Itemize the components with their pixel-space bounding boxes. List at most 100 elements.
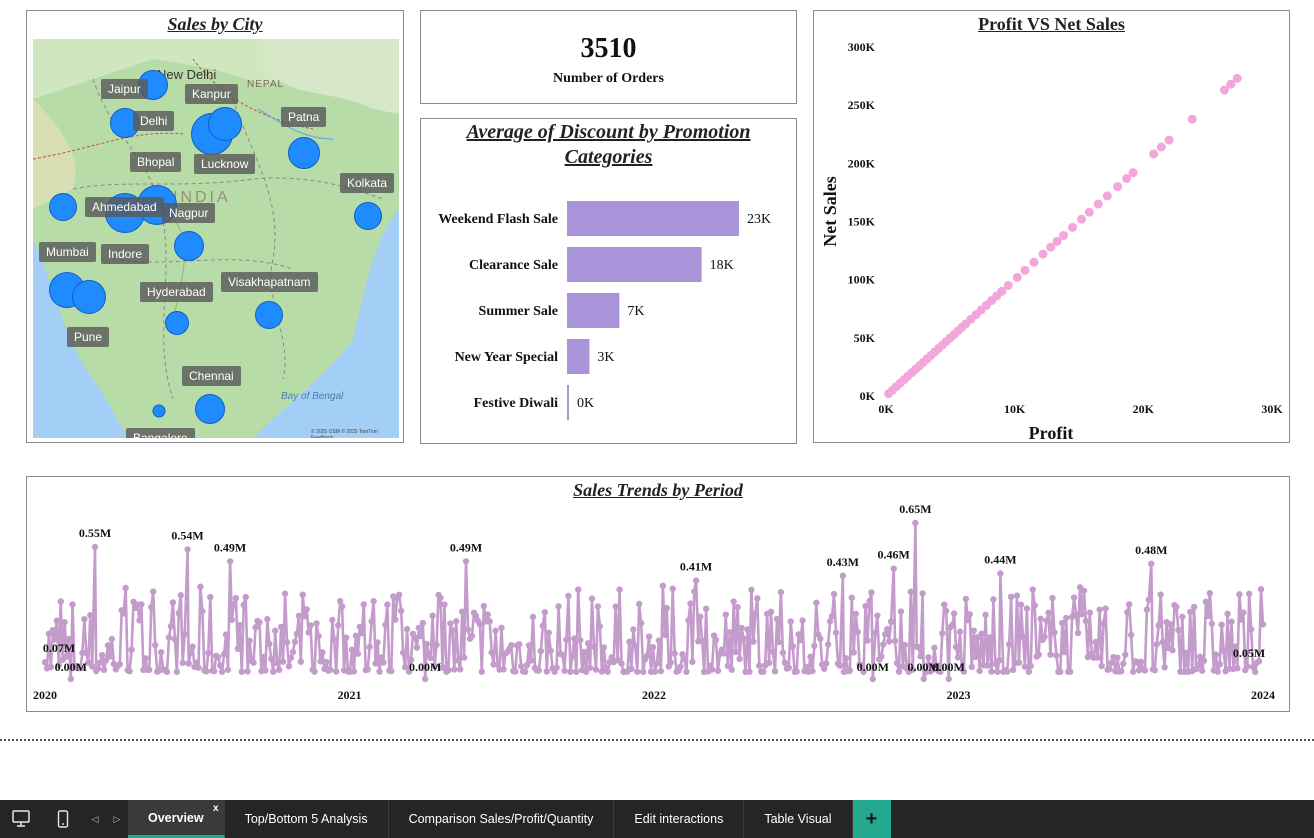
- trend-point[interactable]: [1041, 633, 1048, 640]
- trend-point[interactable]: [543, 668, 550, 675]
- trend-point[interactable]: [1108, 659, 1115, 666]
- trend-point[interactable]: [862, 602, 869, 610]
- trend-point[interactable]: [882, 630, 889, 638]
- trend-point[interactable]: [1037, 615, 1044, 622]
- trend-point[interactable]: [677, 663, 684, 670]
- trend-point[interactable]: [380, 659, 387, 666]
- trend-point[interactable]: [122, 584, 129, 592]
- bar[interactable]: [567, 201, 739, 236]
- trend-point[interactable]: [1240, 609, 1247, 616]
- trend-point[interactable]: [1259, 621, 1267, 628]
- trend-point[interactable]: [708, 666, 716, 673]
- trend-point[interactable]: [883, 626, 891, 633]
- trend-point[interactable]: [211, 667, 218, 675]
- trend-point[interactable]: [1196, 653, 1204, 660]
- scatter-point[interactable]: [1149, 149, 1159, 159]
- trend-point[interactable]: [988, 668, 995, 675]
- trend-point[interactable]: [787, 618, 794, 625]
- trend-point[interactable]: [1047, 651, 1054, 658]
- trend-point[interactable]: [529, 613, 537, 621]
- trend-point[interactable]: [299, 591, 306, 598]
- trend-point[interactable]: [500, 666, 507, 673]
- trend-point[interactable]: [1173, 603, 1180, 611]
- trend-point[interactable]: [69, 601, 76, 608]
- scatter-point[interactable]: [1164, 135, 1174, 145]
- trend-point[interactable]: [65, 635, 72, 643]
- trend-point[interactable]: [494, 661, 501, 668]
- trend-point[interactable]: [1100, 620, 1107, 627]
- trend-point[interactable]: [1244, 663, 1251, 670]
- trend-point[interactable]: [195, 664, 202, 671]
- trend-point[interactable]: [880, 641, 887, 648]
- tab-edit-interactions[interactable]: Edit interactions: [614, 800, 745, 838]
- trend-point[interactable]: [1019, 633, 1027, 640]
- trend-point[interactable]: [638, 619, 645, 627]
- trend-point[interactable]: [547, 647, 554, 655]
- trend-point[interactable]: [559, 651, 566, 659]
- trend-point[interactable]: [333, 668, 340, 675]
- trend-point[interactable]: [100, 666, 108, 674]
- trend-point[interactable]: [997, 570, 1004, 577]
- tab-scroll-right-icon[interactable]: ▷: [113, 813, 121, 824]
- trend-point[interactable]: [49, 626, 57, 634]
- trend-point[interactable]: [1249, 663, 1257, 671]
- trend-point[interactable]: [307, 622, 314, 629]
- trend-point[interactable]: [771, 668, 779, 675]
- trend-point[interactable]: [669, 585, 676, 592]
- trend-point[interactable]: [338, 603, 346, 610]
- trend-point[interactable]: [179, 659, 186, 666]
- trend-point[interactable]: [691, 588, 698, 595]
- trend-point[interactable]: [628, 665, 635, 673]
- trend-point[interactable]: [1053, 652, 1060, 659]
- bar[interactable]: [567, 339, 590, 374]
- trend-point[interactable]: [1186, 608, 1194, 616]
- trend-point[interactable]: [148, 603, 155, 611]
- trend-point[interactable]: [415, 624, 423, 632]
- trend-point[interactable]: [563, 636, 570, 643]
- trend-point[interactable]: [63, 653, 70, 660]
- trend-point[interactable]: [234, 645, 242, 653]
- trend-point[interactable]: [821, 665, 828, 672]
- trend-point[interactable]: [360, 601, 367, 608]
- trend-point[interactable]: [659, 582, 667, 590]
- trend-point[interactable]: [839, 572, 847, 579]
- trend-point[interactable]: [598, 668, 606, 675]
- trend-point[interactable]: [87, 612, 94, 619]
- trend-point[interactable]: [937, 668, 944, 675]
- trend-point[interactable]: [1057, 668, 1064, 675]
- trend-point[interactable]: [228, 616, 236, 623]
- trend-point[interactable]: [331, 636, 338, 643]
- trend-point[interactable]: [567, 668, 574, 675]
- scatter-point[interactable]: [1020, 265, 1030, 275]
- trend-point[interactable]: [517, 663, 525, 670]
- trend-point[interactable]: [207, 593, 214, 601]
- trend-point[interactable]: [1092, 638, 1099, 646]
- trend-point[interactable]: [374, 639, 381, 646]
- trend-point[interactable]: [575, 586, 582, 593]
- trend-point[interactable]: [1045, 609, 1052, 616]
- map-attribution[interactable]: © 2025 OSM © 2025 TomTom Feedback: [311, 429, 378, 438]
- trend-point[interactable]: [982, 611, 989, 619]
- trend-point[interactable]: [462, 558, 470, 565]
- trend-point[interactable]: [1212, 651, 1219, 658]
- trend-point[interactable]: [272, 627, 279, 634]
- trend-point[interactable]: [106, 653, 114, 660]
- trend-point[interactable]: [655, 637, 663, 644]
- trend-point[interactable]: [382, 621, 389, 629]
- tab-overview[interactable]: Overview x: [128, 800, 225, 838]
- trend-point[interactable]: [405, 668, 413, 675]
- trend-point[interactable]: [972, 653, 979, 661]
- trend-point[interactable]: [726, 629, 733, 636]
- trend-point[interactable]: [1049, 594, 1056, 602]
- trend-point[interactable]: [476, 620, 484, 628]
- trend-point[interactable]: [57, 598, 64, 605]
- trend-point[interactable]: [555, 603, 562, 610]
- trend-point[interactable]: [1155, 622, 1162, 629]
- trend-point[interactable]: [545, 629, 552, 637]
- trend-point[interactable]: [1251, 668, 1259, 675]
- trend-point[interactable]: [846, 667, 853, 674]
- trend-point[interactable]: [244, 668, 251, 675]
- trend-point[interactable]: [789, 643, 796, 650]
- trend-point[interactable]: [596, 623, 604, 630]
- trend-point[interactable]: [163, 668, 171, 675]
